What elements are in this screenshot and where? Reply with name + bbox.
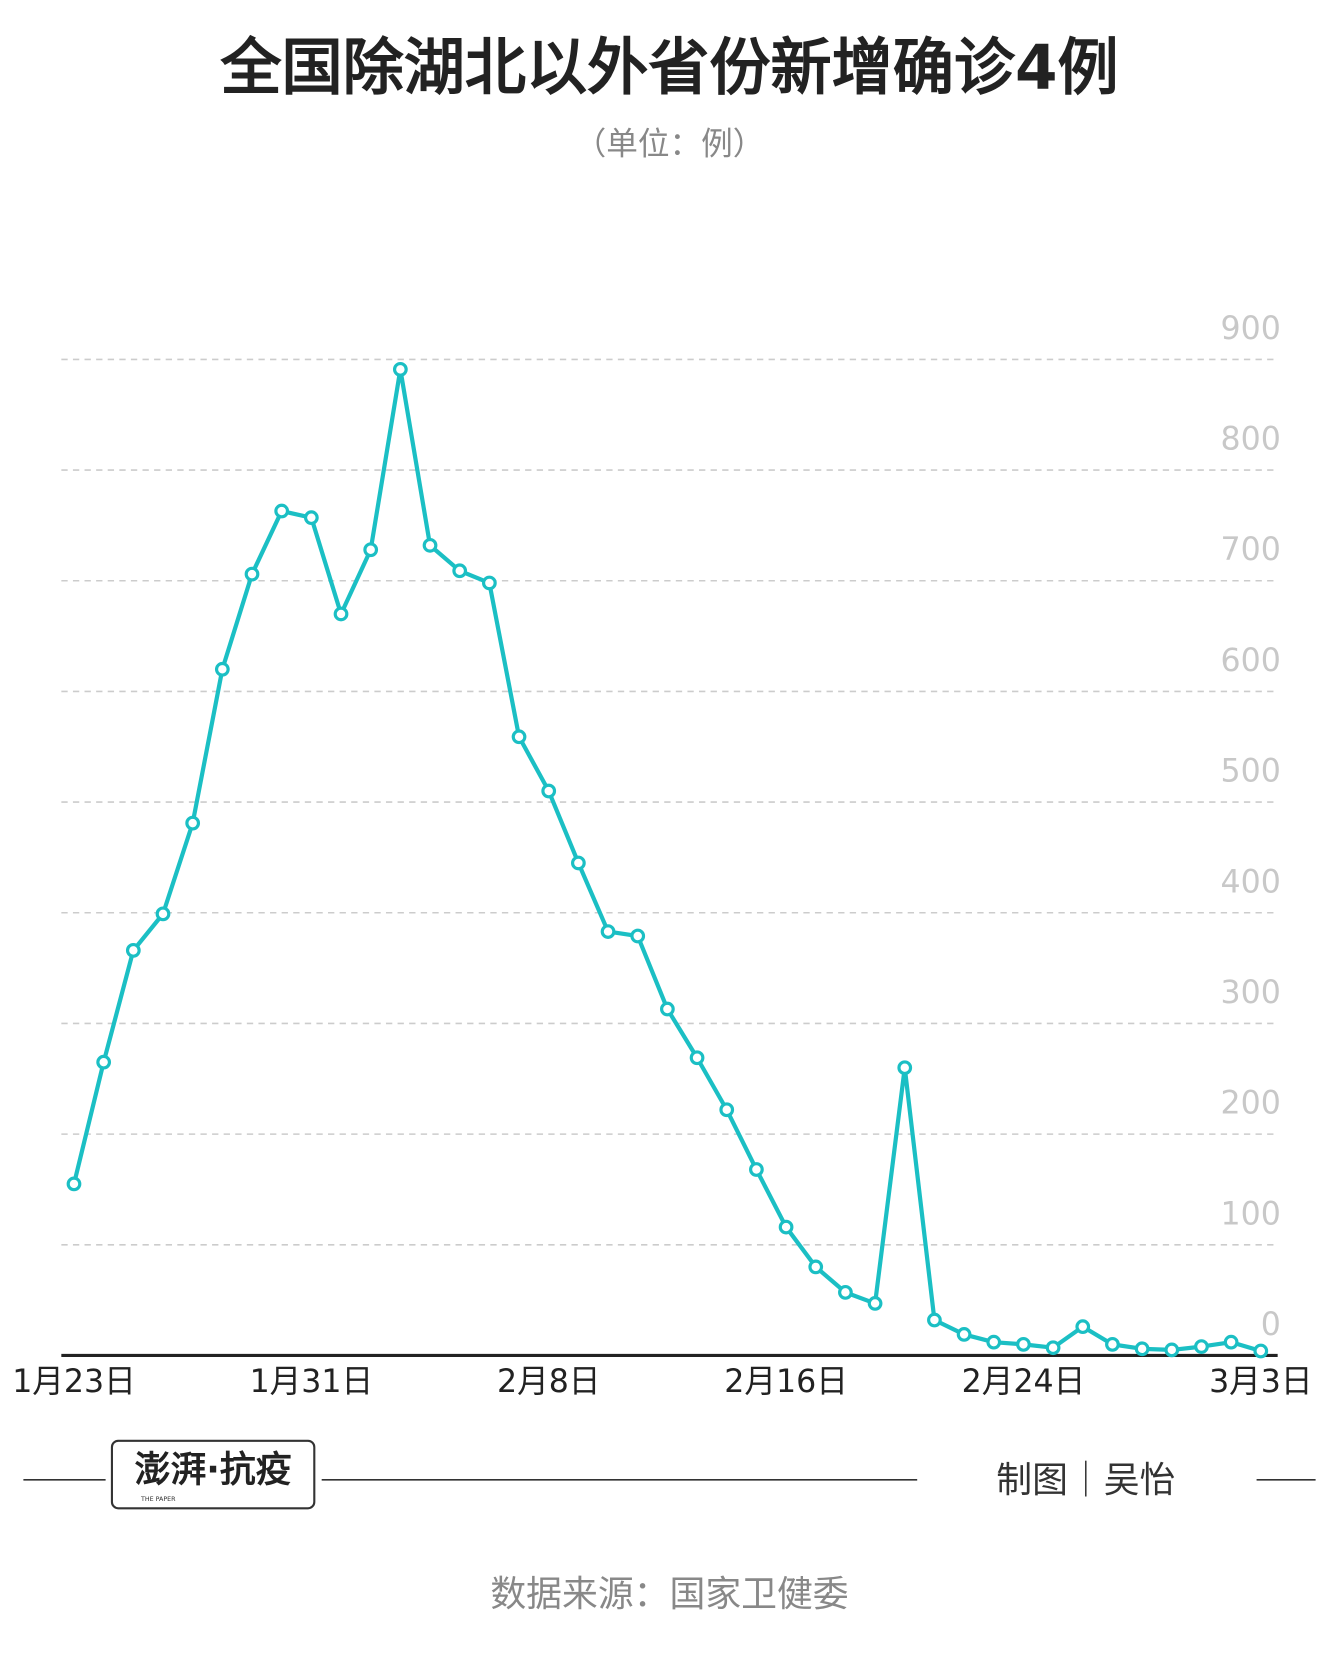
point bbox=[66, 1176, 82, 1192]
point bbox=[422, 537, 438, 553]
point bbox=[481, 575, 497, 591]
y-tick-label: 100 bbox=[1220, 1196, 1280, 1232]
point bbox=[1223, 1334, 1239, 1350]
point bbox=[1105, 1337, 1120, 1352]
point bbox=[125, 943, 141, 958]
point bbox=[333, 606, 349, 622]
logo: 澎湃·抗疫 bbox=[135, 1448, 292, 1490]
point bbox=[689, 1050, 705, 1066]
point bbox=[808, 1259, 824, 1275]
x-tick-label: 1月23日 bbox=[12, 1364, 136, 1400]
y-tick-label: 400 bbox=[1220, 864, 1280, 900]
y-tick-label: 0 bbox=[1261, 1307, 1281, 1343]
point bbox=[986, 1334, 1002, 1350]
point bbox=[363, 542, 379, 558]
grid: 0 100 200 300 400 500 600 700 800 900 bbox=[61, 311, 1281, 1357]
point bbox=[452, 563, 468, 579]
point bbox=[571, 855, 586, 871]
point bbox=[303, 510, 319, 526]
point bbox=[600, 924, 616, 939]
point bbox=[927, 1312, 942, 1328]
point bbox=[867, 1296, 883, 1311]
plot: 1月23日 1月31日 2月8日 2月16日 2月24日 3月3日 bbox=[12, 361, 1313, 1400]
x-tick-label: 1月31日 bbox=[250, 1364, 374, 1400]
point bbox=[838, 1284, 853, 1300]
point bbox=[96, 1054, 112, 1070]
y-tick-label: 500 bbox=[1220, 754, 1280, 790]
point bbox=[630, 928, 646, 944]
point bbox=[660, 1001, 675, 1017]
point bbox=[778, 1219, 794, 1235]
point bbox=[1075, 1319, 1091, 1335]
x-tick-label: 2月24日 bbox=[962, 1364, 1086, 1400]
y-tick-label: 800 bbox=[1220, 422, 1280, 458]
point bbox=[1253, 1343, 1269, 1359]
chart-subtitle: （单位：例） bbox=[575, 126, 765, 162]
y-tick-label: 900 bbox=[1220, 311, 1280, 347]
x-tick-label: 2月8日 bbox=[497, 1364, 600, 1400]
point bbox=[511, 729, 527, 745]
y-tick-label: 600 bbox=[1220, 643, 1280, 679]
y-tick-label: 700 bbox=[1220, 532, 1280, 568]
point bbox=[749, 1162, 764, 1177]
point bbox=[392, 361, 408, 377]
credit: 制图｜吴怡 bbox=[996, 1460, 1175, 1501]
point bbox=[1016, 1337, 1031, 1352]
point bbox=[1045, 1340, 1061, 1356]
point bbox=[956, 1327, 972, 1342]
point bbox=[541, 783, 557, 799]
x-tick-label: 2月16日 bbox=[724, 1364, 848, 1400]
point bbox=[897, 1060, 913, 1076]
footer: 澎湃·抗疫 THE PAPER 制图｜吴怡 数据来源：国家卫健委 bbox=[23, 1439, 1316, 1615]
y-tick-label: 200 bbox=[1220, 1086, 1280, 1122]
point bbox=[1134, 1341, 1150, 1357]
point bbox=[244, 566, 260, 582]
line bbox=[71, 367, 1262, 1354]
x-tick-label: 3月3日 bbox=[1209, 1364, 1312, 1400]
chart-title: 全国除湖北以外省份新增确诊4例 bbox=[219, 32, 1118, 103]
point bbox=[1194, 1339, 1209, 1354]
logo-sub: THE PAPER bbox=[140, 1496, 176, 1503]
point bbox=[274, 503, 290, 519]
source: 数据来源：国家卫健委 bbox=[490, 1574, 848, 1615]
point bbox=[185, 815, 201, 831]
point bbox=[155, 906, 171, 922]
point bbox=[719, 1102, 735, 1118]
logo-box bbox=[110, 1439, 316, 1510]
point bbox=[214, 661, 230, 677]
point bbox=[1164, 1342, 1180, 1358]
y-tick-label: 300 bbox=[1220, 975, 1280, 1011]
